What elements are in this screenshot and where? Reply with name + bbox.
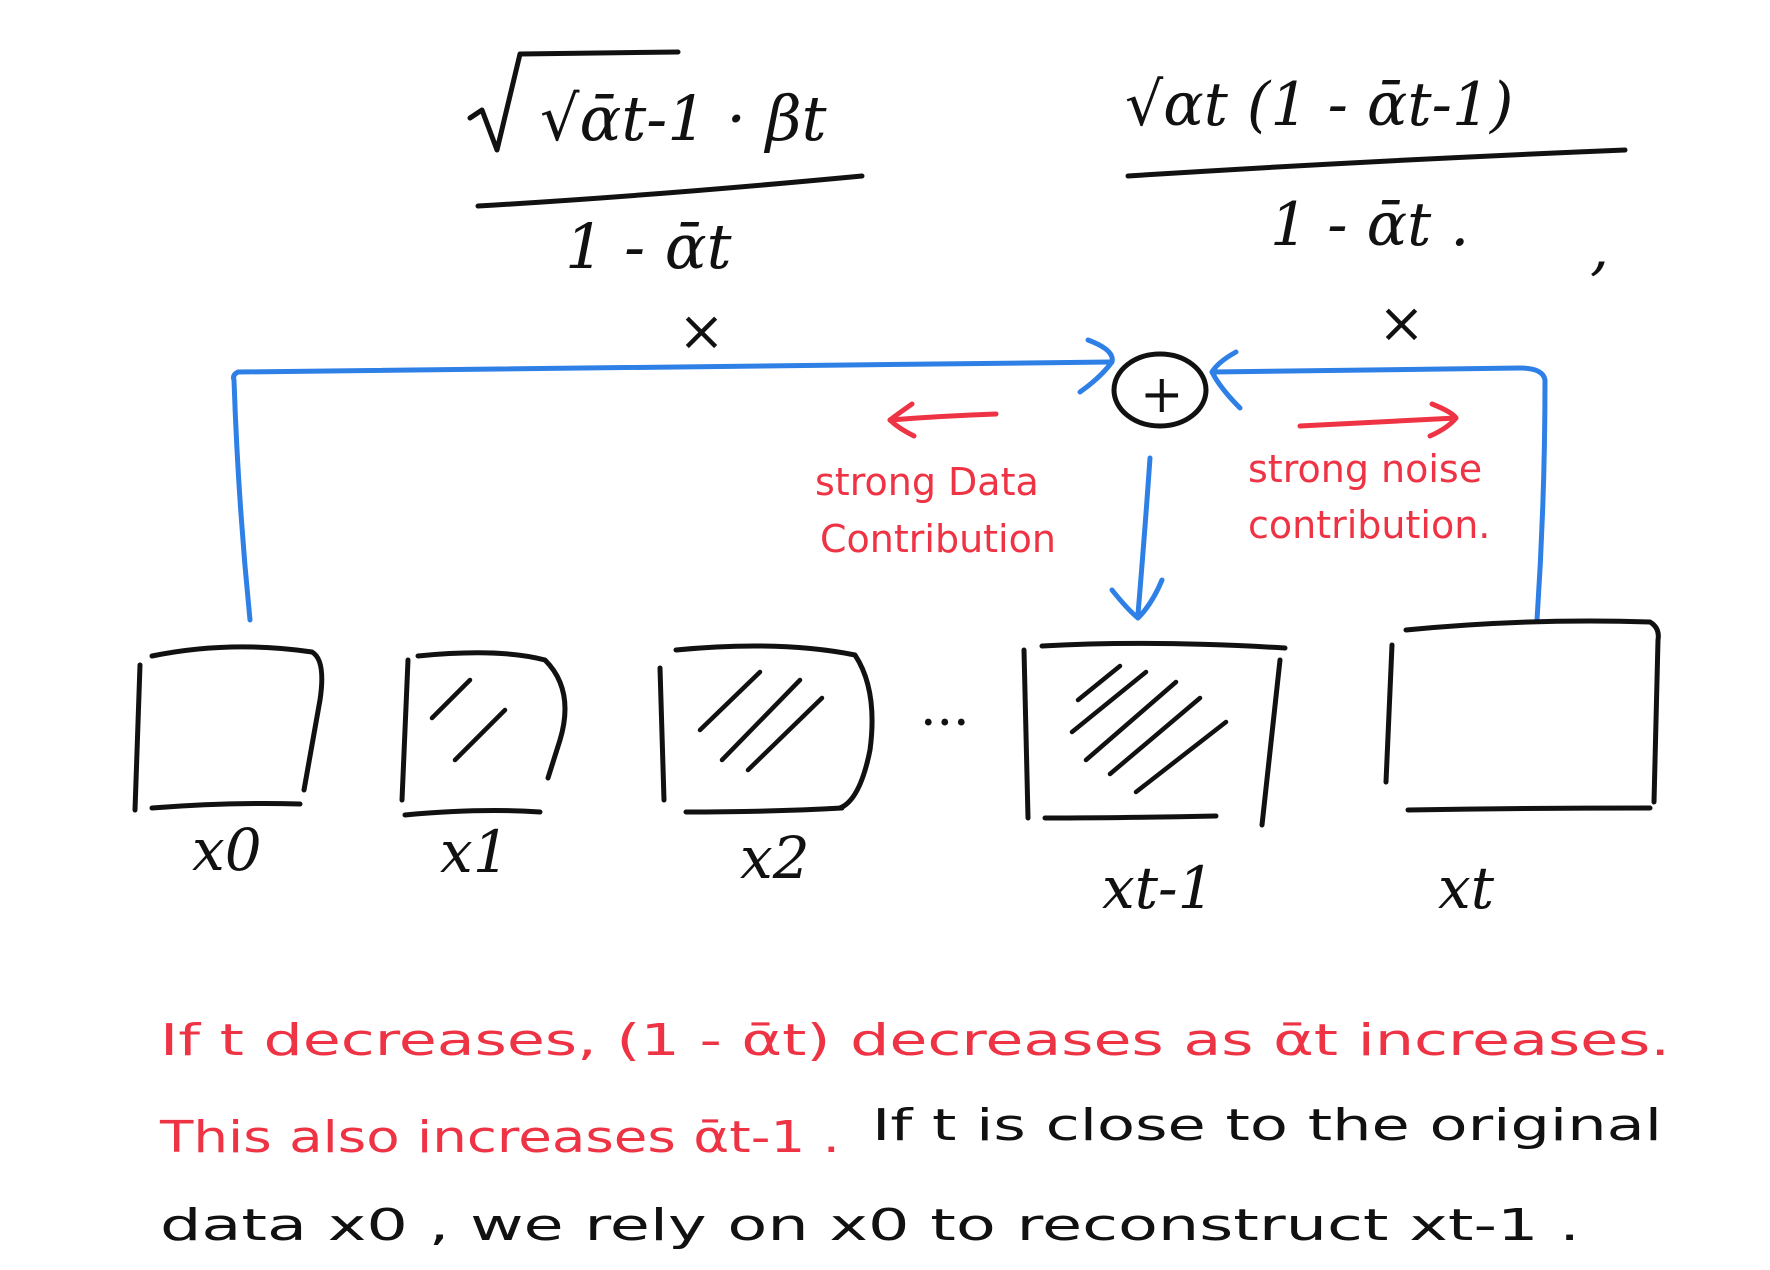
right-denominator: 1 - ᾱt . [1270, 190, 1469, 260]
note-line-1: If t decreases, (1 - ᾱt) decreases as ᾱt… [160, 1015, 1670, 1066]
noise-direction-line [1297, 415, 1459, 429]
box-xt [1383, 618, 1661, 813]
sum-node: + [1111, 351, 1209, 429]
note-line-3: data x0 , we rely on x0 to reconstruct x… [160, 1200, 1580, 1251]
noise-contribution-line1: strong noise [1248, 447, 1482, 491]
box-xt-1 [1021, 640, 1288, 828]
sum-circle [1111, 351, 1209, 429]
box-x0 [132, 644, 325, 813]
label-x2: x2 [740, 824, 810, 892]
noise-direction-arrowhead [1427, 401, 1459, 439]
output-path-line [1135, 455, 1153, 617]
label-xt: xt [1438, 854, 1495, 922]
sum-symbol: + [1140, 365, 1184, 425]
sqrt-sign-left [467, 49, 681, 153]
right-numerator: √αt (1 - ᾱt-1) [1125, 70, 1513, 140]
right-multiply-sign: × [1378, 291, 1425, 356]
left-denominator: 1 - ᾱt [565, 210, 732, 283]
explanation-note: If t decreases, (1 - ᾱt) decreases as ᾱt… [159, 1015, 1670, 1251]
state-boxes: ... [132, 618, 1661, 828]
flow-arrows [231, 337, 1548, 623]
left-numerator: √ᾱt-1 · βt [540, 82, 827, 155]
right-trailing-comma: , [1590, 213, 1609, 283]
box-x2 [657, 643, 875, 815]
box-labels: x0 x1 x2 xt-1 xt [192, 816, 1495, 922]
output-path-arrowhead [1109, 577, 1165, 621]
label-xt-1: xt-1 [1102, 854, 1215, 922]
noise-contribution-line2: contribution. [1248, 503, 1490, 547]
label-x0: x0 [192, 816, 262, 884]
box-x1 [399, 650, 568, 818]
data-path-arrowhead [1077, 337, 1115, 395]
data-direction-arrowhead [887, 401, 917, 439]
data-contribution-line1: strong Data [815, 460, 1039, 504]
note-line-2-black: If t is close to the original [872, 1100, 1662, 1151]
left-fraction-bar [475, 173, 865, 209]
left-multiply-sign: × [678, 299, 725, 364]
box-ellipsis: ... [920, 678, 970, 738]
contribution-hints: strong Data Contribution strong noise co… [815, 401, 1490, 561]
left-coefficient: √ᾱt-1 · βt 1 - ᾱt × [467, 49, 865, 364]
label-x1: x1 [440, 818, 510, 886]
noise-path-arrowhead [1209, 349, 1243, 411]
data-contribution-line2: Contribution [820, 517, 1056, 561]
note-line-2-red: This also increases ᾱt-1 . [159, 1112, 840, 1163]
data-path-line [231, 359, 1113, 623]
right-fraction-bar [1125, 147, 1628, 179]
right-coefficient: √αt (1 - ᾱt-1) 1 - ᾱt . , × [1125, 70, 1628, 356]
noise-path-line [1209, 365, 1548, 623]
data-direction-line [887, 411, 999, 423]
